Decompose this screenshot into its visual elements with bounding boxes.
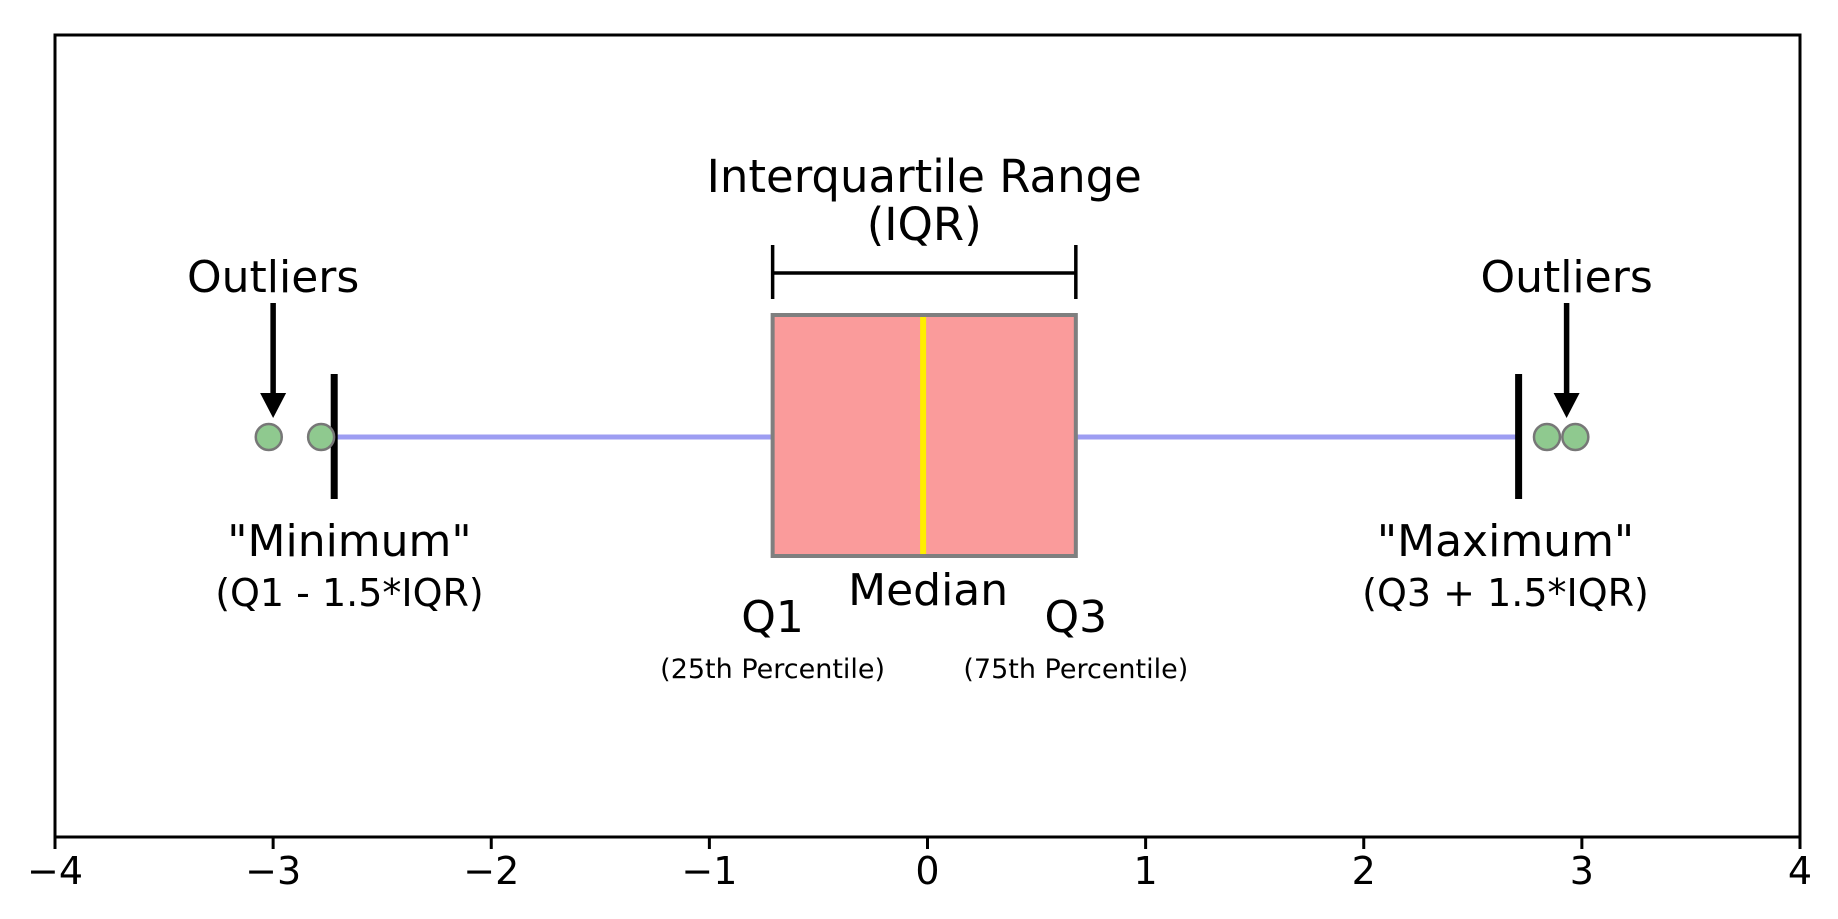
outlier-point xyxy=(306,422,336,452)
x-axis-tick-label: 2 xyxy=(1352,849,1376,893)
q3-label: Q3 xyxy=(1045,592,1108,643)
outlier-arrow-head-right xyxy=(1553,393,1580,418)
x-axis-tick-label: 3 xyxy=(1570,849,1594,893)
iqr-title-line2: (IQR) xyxy=(867,198,982,251)
x-axis-tick-label: 1 xyxy=(1134,849,1158,893)
x-axis-tick-label: 0 xyxy=(915,849,939,893)
q1-label: Q1 xyxy=(741,592,804,643)
maximum-label: "Maximum" xyxy=(1377,516,1634,567)
minimum-formula: (Q1 - 1.5*IQR) xyxy=(215,571,484,615)
q3-percentile-label: (75th Percentile) xyxy=(963,654,1188,685)
x-axis-tick-label: −1 xyxy=(681,849,737,893)
q1-percentile-label: (25th Percentile) xyxy=(660,654,885,685)
x-axis-tick-label: 4 xyxy=(1788,849,1812,893)
outliers-label-right: Outliers xyxy=(1480,252,1652,303)
outlier-arrow-head-left xyxy=(260,393,287,418)
minimum-label: "Minimum" xyxy=(227,516,471,567)
x-axis-tick-label: −2 xyxy=(463,849,519,893)
outliers-label-left: Outliers xyxy=(187,252,359,303)
outlier-point xyxy=(1532,422,1562,452)
maximum-formula: (Q3 + 1.5*IQR) xyxy=(1362,571,1649,615)
outlier-point xyxy=(1561,422,1590,452)
median-label: Median xyxy=(848,565,1008,616)
x-axis-tick-label: −3 xyxy=(245,849,301,893)
iqr-title-line1: Interquartile Range xyxy=(707,150,1142,203)
outlier-point xyxy=(254,422,284,452)
x-axis-tick-label: −4 xyxy=(27,849,83,893)
